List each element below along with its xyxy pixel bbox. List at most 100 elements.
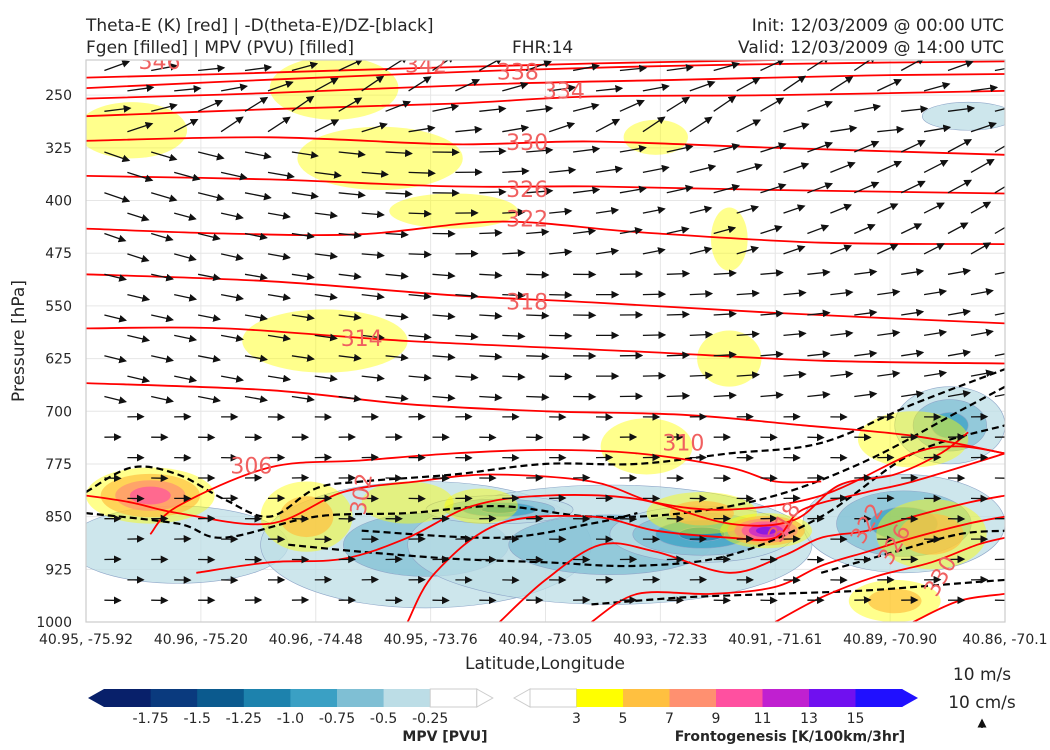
wind-vector <box>830 329 854 338</box>
wind-vector <box>595 206 620 215</box>
wind-vector <box>970 158 995 173</box>
wind-vector <box>573 227 597 236</box>
wind-vector <box>877 329 901 338</box>
wind-vector <box>291 191 319 200</box>
frontogenesis-region <box>242 309 408 373</box>
wind-vector <box>244 96 269 112</box>
wind-vector <box>244 151 272 160</box>
wind-vector <box>291 61 319 72</box>
wind-vector <box>807 350 831 359</box>
wind-vector <box>877 125 905 134</box>
x-tick-label: 40.86, -70.1 <box>962 632 1047 648</box>
wind-vector <box>197 151 225 161</box>
frontogenesis-colorbar-segment <box>529 688 577 708</box>
y-tick-label: 925 <box>45 562 72 578</box>
wind-vector <box>854 349 878 358</box>
frontogenesis-colorbar-segment <box>576 689 624 707</box>
wind-vector <box>549 84 577 93</box>
wind-vector <box>666 269 691 278</box>
wind-vector <box>174 253 197 262</box>
wind-vector <box>783 204 806 214</box>
wind-vector <box>502 167 530 176</box>
mpv-colorbar-tick: -0.75 <box>319 711 355 727</box>
wind-vector <box>666 226 690 235</box>
x-tick-label: 40.93, -72.33 <box>613 632 707 648</box>
wind-vector <box>432 103 460 112</box>
wind-vector <box>783 330 807 338</box>
theta-e-contour-314 <box>86 326 1005 365</box>
theta-e-contour-322 <box>86 220 1005 245</box>
wind-vector <box>385 189 413 198</box>
wind-vector <box>408 124 436 133</box>
stability-contour <box>820 529 1005 574</box>
wind-vector <box>479 105 507 114</box>
wind-vector <box>901 349 925 358</box>
wind-vector <box>994 271 1005 275</box>
x-tick-label: 40.91, -71.61 <box>728 632 822 648</box>
theta-e-label: 318 <box>506 290 548 315</box>
y-axis-label: Pressure [hPa] <box>9 280 29 402</box>
wind-vector <box>619 99 645 112</box>
wind-vector <box>854 309 878 317</box>
wind-vector <box>830 76 854 92</box>
wind-vector <box>244 313 268 322</box>
frontogenesis-colorbar-title: Frontogenesis [K/100km/3hr] <box>675 729 905 745</box>
wind-vector <box>572 102 600 112</box>
frontogenesis-region <box>697 330 762 387</box>
wind-vector <box>526 146 554 155</box>
wind-vector <box>830 288 854 297</box>
wind-vector <box>244 273 268 281</box>
wind-vector <box>923 160 949 173</box>
wind-vector <box>994 108 1005 112</box>
wind-vector <box>970 242 992 255</box>
wind-vector <box>267 80 294 92</box>
wind-vector <box>502 332 526 341</box>
wind-vector <box>314 252 338 260</box>
wind-vector <box>220 293 244 302</box>
y-tick-label: 775 <box>45 457 72 473</box>
mpv-colorbar-segment <box>197 689 245 707</box>
wind-vector <box>642 116 666 133</box>
mpv-colorbar-tick: -1.5 <box>184 711 211 727</box>
wind-vector <box>877 243 899 255</box>
wind-vector <box>830 161 856 174</box>
frontogenesis-colorbar-segment <box>669 689 717 707</box>
wind-vector <box>854 268 878 277</box>
wind-vector <box>807 100 833 112</box>
wind-vector <box>314 119 340 133</box>
wind-vector <box>807 391 831 399</box>
wind-vector <box>502 81 529 92</box>
wind-vector <box>666 392 691 400</box>
mpv-colorbar-segment <box>104 689 152 707</box>
wind-vector <box>174 85 202 93</box>
wind-vector <box>549 291 573 299</box>
wind-vector <box>479 229 503 237</box>
wind-vector <box>994 185 1005 194</box>
theta-e-contour-330 <box>86 136 1005 156</box>
wind-vector <box>127 212 150 222</box>
wind-vector <box>432 60 456 72</box>
y-tick-label: 550 <box>45 299 72 315</box>
wind-vector <box>901 105 929 114</box>
mpv-colorbar-segment <box>383 689 431 707</box>
wind-vector <box>526 311 550 320</box>
wind-vector <box>595 118 621 133</box>
wind-vector <box>502 208 526 217</box>
wind-vector <box>338 231 362 239</box>
frontogenesis-colorbar-segment <box>716 689 763 707</box>
frontogenesis-region <box>756 526 777 535</box>
wind-vector <box>408 250 432 259</box>
wind-vector <box>127 121 154 133</box>
wind-vector <box>127 84 155 93</box>
x-tick-label: 40.95, -75.92 <box>39 632 133 648</box>
wind-vector <box>807 224 830 235</box>
wind-vector <box>830 203 853 214</box>
wind-vector <box>291 231 315 240</box>
wind-vector <box>197 273 221 282</box>
title-center: FHR:14 <box>512 38 573 58</box>
wind-vector <box>783 75 807 92</box>
wind-vector <box>455 79 481 92</box>
wind-vector <box>573 186 601 195</box>
mpv-colorbar-title: MPV [PVU] <box>402 729 487 745</box>
mpv-colorbar-tick: -1.75 <box>132 711 168 727</box>
